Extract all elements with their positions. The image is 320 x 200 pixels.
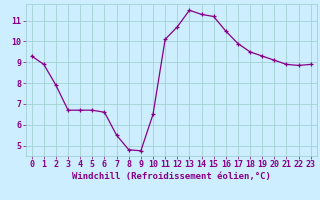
X-axis label: Windchill (Refroidissement éolien,°C): Windchill (Refroidissement éolien,°C) xyxy=(72,172,271,181)
